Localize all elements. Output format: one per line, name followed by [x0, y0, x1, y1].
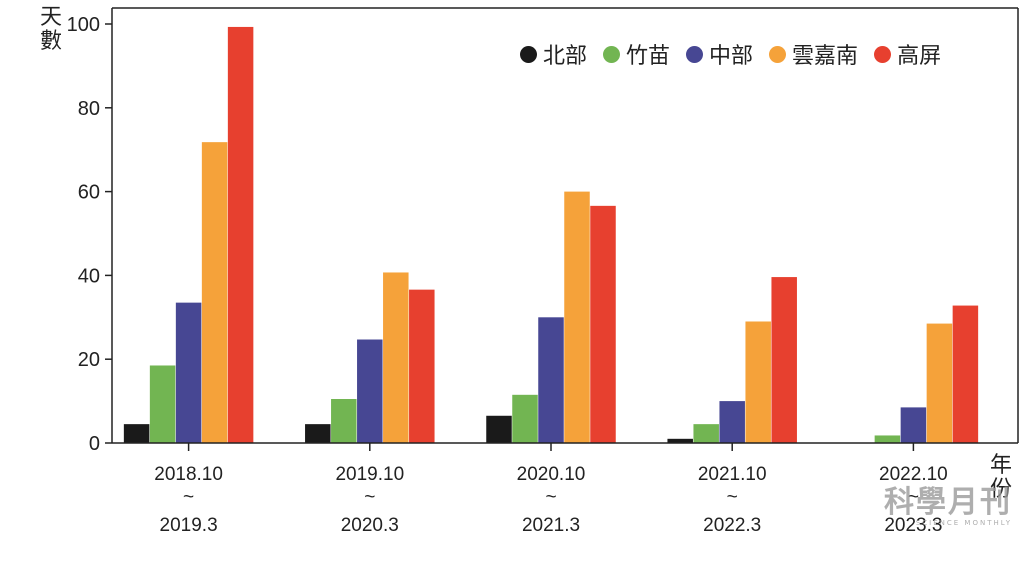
y-axis-label: 天數 — [40, 5, 63, 54]
x-tick-label-start: 2021.10 — [698, 464, 767, 485]
watermark-logo: 科學月刊 SCIENCE MONTHLY — [884, 485, 1012, 528]
x-tick-label-end: 2023.3 — [884, 515, 942, 536]
x-tick-label-separator: ~ — [727, 487, 738, 508]
legend-label: 北部 — [543, 44, 588, 69]
y-tick-label: 100 — [67, 14, 100, 36]
legend-label: 高屏 — [897, 44, 942, 69]
bar — [357, 339, 383, 443]
legend-label: 竹苗 — [626, 44, 671, 69]
legend-label: 中部 — [709, 44, 754, 69]
bar — [771, 277, 797, 443]
bar — [123, 424, 150, 443]
y-tick-label: 80 — [78, 98, 100, 120]
x-tick-label-end: 2019.3 — [160, 515, 218, 536]
bar — [719, 401, 745, 443]
bar — [667, 438, 693, 443]
x-tick-label-start: 2022.10 — [879, 464, 948, 485]
bar — [952, 305, 979, 443]
x-axis-label: 年份 — [990, 453, 1013, 502]
bar — [201, 142, 228, 443]
x-tick-label-separator: ~ — [364, 487, 375, 508]
bar — [409, 289, 435, 443]
legend-swatch — [874, 45, 892, 63]
bar — [486, 415, 512, 443]
bar — [149, 365, 176, 443]
bar — [538, 317, 564, 443]
legend-swatch — [603, 45, 621, 63]
legend-item: 竹苗 — [603, 38, 670, 70]
y-tick-label: 60 — [78, 182, 100, 204]
x-tick-label-end: 2021.3 — [522, 515, 580, 536]
watermark-subtitle: SCIENCE MONTHLY — [915, 519, 1012, 527]
x-tick-label-end: 2020.3 — [341, 515, 399, 536]
bar — [590, 205, 616, 443]
x-tick-label-start: 2018.10 — [154, 464, 223, 485]
legend: 北部 竹苗 中部 雲嘉南 高屏 — [520, 38, 941, 70]
legend-item: 中部 — [686, 38, 753, 70]
legend-item: 高屏 — [874, 38, 941, 70]
bar — [227, 26, 254, 443]
x-tick-label-separator: ~ — [545, 487, 556, 508]
y-tick-label: 20 — [78, 349, 100, 371]
bar — [926, 323, 953, 443]
x-tick-label-separator: ~ — [183, 487, 194, 508]
x-tick-label-start: 2019.10 — [335, 464, 404, 485]
bar — [331, 399, 357, 443]
bar — [175, 302, 202, 443]
bar — [874, 435, 901, 443]
legend-swatch — [686, 45, 704, 63]
legend-swatch — [520, 45, 537, 63]
bar — [512, 394, 538, 443]
bar — [693, 424, 719, 443]
watermark-title: 科學月刊 — [884, 485, 1012, 520]
x-tick-label-start: 2020.10 — [517, 464, 586, 485]
bar — [383, 272, 409, 443]
bar — [900, 407, 927, 443]
y-tick-label: 0 — [89, 433, 100, 455]
legend-swatch — [769, 45, 787, 63]
x-tick-label-separator: ~ — [908, 487, 919, 508]
legend-label: 雲嘉南 — [792, 44, 859, 69]
bar — [745, 321, 771, 443]
x-tick-label-end: 2022.3 — [703, 515, 761, 536]
legend-item: 北部 — [520, 38, 587, 70]
bar — [305, 424, 331, 443]
legend-item: 雲嘉南 — [769, 38, 858, 70]
y-tick-label: 40 — [78, 265, 100, 287]
bar — [564, 191, 590, 443]
